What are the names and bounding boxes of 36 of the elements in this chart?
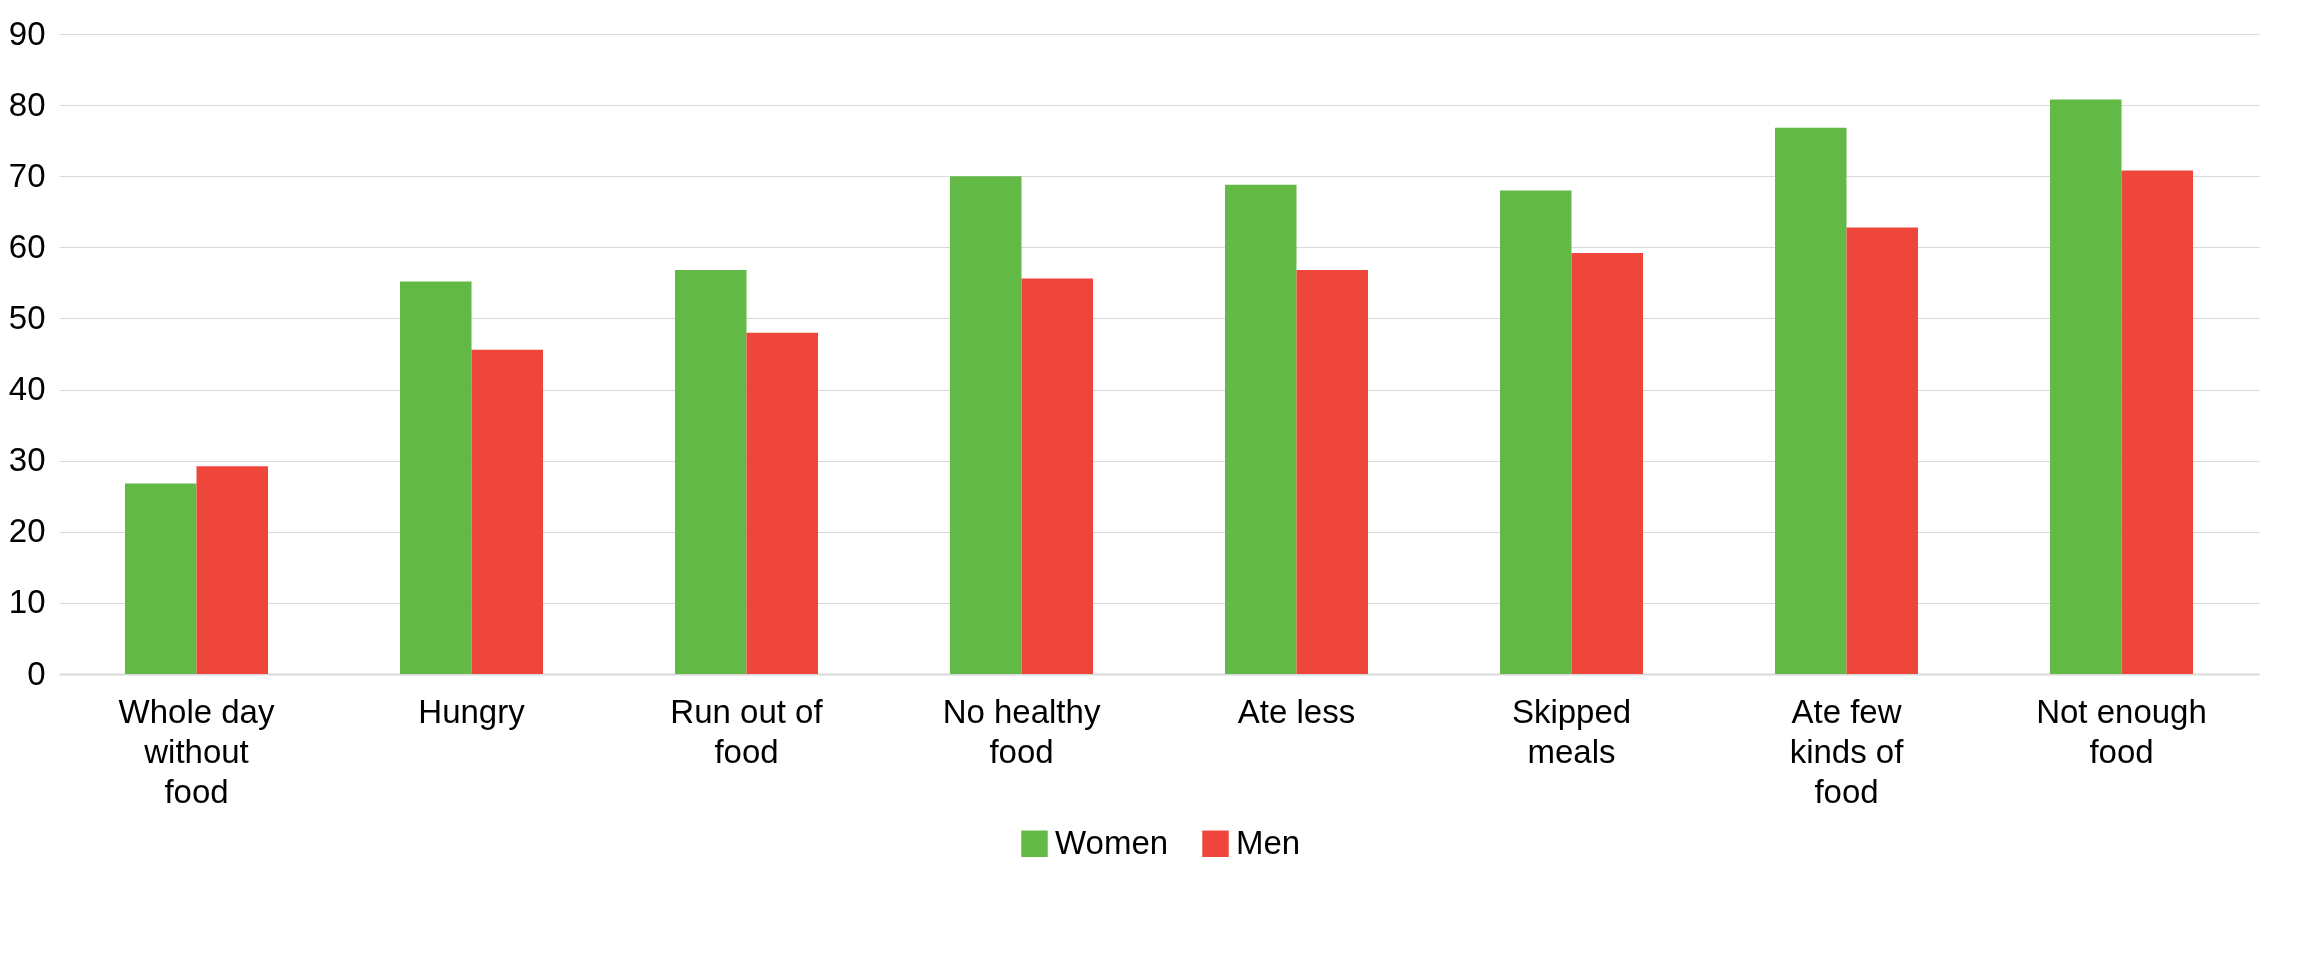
- legend-label: Men: [1236, 823, 1301, 861]
- bar: [400, 281, 472, 674]
- y-tick-label: 30: [8, 441, 46, 479]
- y-tick-label: 50: [8, 298, 46, 336]
- y-tick-label: 70: [8, 156, 46, 194]
- x-tick-label: Skipped meals: [1511, 692, 1632, 770]
- bar: [2121, 170, 2193, 674]
- y-tick-label: 40: [8, 370, 46, 408]
- bar: [125, 483, 197, 674]
- bar: [1846, 227, 1918, 674]
- y-tick-label: 80: [8, 85, 46, 123]
- y-tick-label: 60: [8, 227, 46, 265]
- bar: [1775, 127, 1847, 674]
- bar: [950, 176, 1022, 674]
- bar: [1021, 278, 1093, 674]
- x-tick-label: Ate less: [1237, 692, 1356, 730]
- x-tick-label: No healthy food: [942, 692, 1101, 770]
- bar: [196, 466, 268, 674]
- x-tick-label: Whole day without food: [118, 692, 275, 810]
- bar: [1571, 253, 1643, 674]
- bar: [1500, 190, 1572, 674]
- legend-label: Women: [1055, 823, 1169, 861]
- y-tick-label: 10: [8, 583, 46, 621]
- x-tick-label: Not enough food: [2036, 692, 2207, 770]
- y-tick-label: 90: [8, 14, 46, 52]
- bar: [1225, 184, 1297, 674]
- x-tick-label: Run out of food: [670, 692, 824, 770]
- y-tick-label: 0: [27, 654, 46, 692]
- bar: [675, 270, 747, 674]
- y-tick-label: 20: [8, 512, 46, 550]
- bar: [2050, 99, 2122, 674]
- bar: [746, 332, 818, 674]
- x-tick-label: Ate few kinds of food: [1789, 692, 1905, 810]
- bar: [471, 349, 543, 674]
- bar: [1296, 270, 1368, 674]
- x-tick-label: Hungry: [418, 692, 526, 730]
